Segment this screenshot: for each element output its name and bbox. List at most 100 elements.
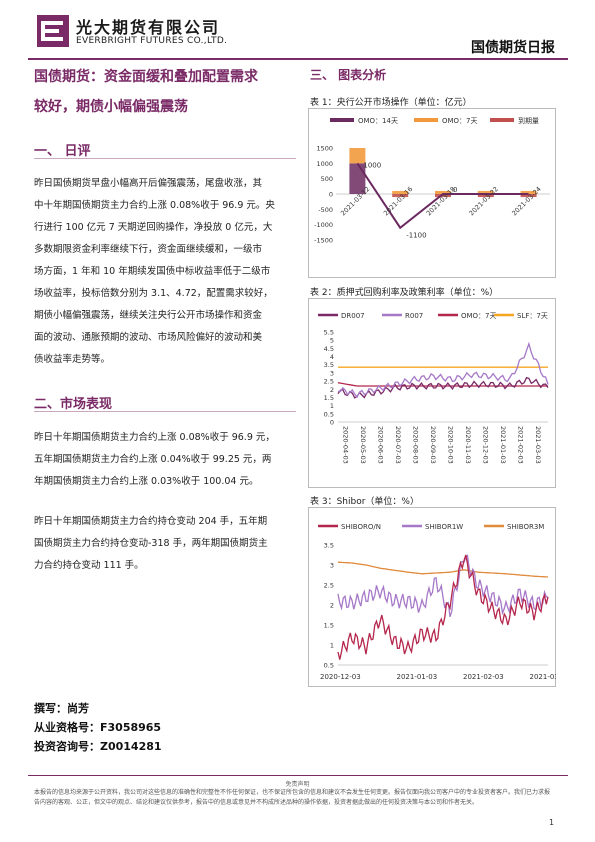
review-line: 昨日国债期货早盘小幅高开后偏强震荡，尾盘收涨，其 <box>34 178 263 189</box>
legend-swatch <box>414 118 438 122</box>
legend-label: SLF：7天 <box>517 312 548 320</box>
market-line: 昨日十年期国债期货主力合约上涨 0.08%收于 96.9 元， <box>34 432 275 443</box>
review-line: 多数期限资金利率继续下行，资金面继续缓和，一级市 <box>34 244 263 255</box>
y-tick-label: 3 <box>330 369 334 377</box>
chart-frame <box>308 108 556 278</box>
chart1-caption: 表 1：央行公开市场操作（单位：亿元） <box>310 98 472 108</box>
legend-label: SHIBOR3M <box>507 523 544 531</box>
market-paragraph-1: 昨日十年期国债期货主力合约上涨 0.08%收于 96.9 元， 五年期国债期货主… <box>34 427 296 493</box>
section-divider <box>34 158 296 159</box>
x-tick-label: 2021-03-24 <box>510 185 542 217</box>
y-tick-label: 1 <box>330 642 334 650</box>
chart-frame <box>308 507 556 687</box>
review-line: 债收益率走势等。 <box>34 354 111 365</box>
market-line: 年期国债期货主力合约上涨 0.03%收于 100.04 元。 <box>34 476 259 487</box>
chart2-caption: 表 2：质押式回购利率及政策利率（单位：%） <box>310 288 499 298</box>
author-name: 撰写：尚芳 <box>34 702 89 715</box>
series-line <box>337 554 549 618</box>
company-name-en: EVERBRIGHT FUTURES CO.,LTD. <box>76 36 228 46</box>
series-line <box>337 554 549 660</box>
x-tick-label: 2020-05-03 <box>359 426 367 464</box>
section-charts-heading: 三、 图表分析 <box>310 68 387 82</box>
y-tick-label: 3.5 <box>324 542 334 550</box>
company-logo <box>37 15 69 47</box>
market-line: 昨日十年期国债期货主力合约持仓变动 204 手，五年期 <box>34 516 268 527</box>
legend-swatch <box>330 118 354 122</box>
y-tick-label: 1 <box>330 402 334 410</box>
omo-chart: OMO：14天 OMO：7天 到期量 1500 1000 500 0 -500 -1000 -15… <box>308 108 556 278</box>
bar <box>520 194 537 198</box>
x-tick-label: 2020-10-03 <box>446 426 454 464</box>
data-label: -1100 <box>406 232 426 240</box>
legend-swatch <box>490 118 514 122</box>
review-line: 期债小幅偏强震荡，继续关注央行公开市场操作和资金 <box>34 310 263 321</box>
headline-line-2: 较好，期债小幅偏强震荡 <box>34 99 188 115</box>
page-number: 1 <box>549 818 555 827</box>
y-tick-label: 1000 <box>316 160 333 168</box>
x-tick-label: 2020-09-03 <box>429 426 437 464</box>
header-divider <box>28 58 568 60</box>
y-tick-label: 3.5 <box>324 361 334 369</box>
bar <box>520 190 537 194</box>
y-tick-label: 1.5 <box>324 394 334 402</box>
series-line <box>338 341 549 399</box>
market-line: 力合约持仓变动 111 手。 <box>34 560 144 571</box>
company-name-cn: 光大期货有限公司 <box>76 18 221 37</box>
y-tick-label: 2 <box>330 386 334 394</box>
section-market-heading: 二、市场表现 <box>34 397 113 412</box>
x-tick-label: 2021-02-03 <box>516 426 524 464</box>
review-line: 场方面，1 年和 10 年期续发国债中标收益率低于二级市 <box>34 266 271 277</box>
shibor-chart: SHIBORO/N SHIBOR1W SHIBOR3M 3.5 3 2.5 2 1.5 1 0.5… <box>308 507 556 687</box>
y-tick-label: 2.5 <box>324 582 334 590</box>
x-tick-label: 2020-08-03 <box>411 426 419 464</box>
x-tick-label: 2021-03-16 <box>382 185 414 217</box>
author-consult-number: 投资咨询号：Z0014281 <box>34 740 162 753</box>
series-line <box>337 376 549 399</box>
footer-divider <box>28 775 568 776</box>
y-tick-label: 1500 <box>316 145 333 153</box>
bar <box>349 148 366 164</box>
bar <box>477 190 494 194</box>
author-qualification: 从业资格号：F3058965 <box>34 721 162 734</box>
x-tick-label: 2020-07-03 <box>394 426 402 464</box>
market-line: 国债期货主力合约持仓变动-318 手，两年期国债期货主 <box>34 538 268 549</box>
x-tick-label: 2021-01-03 <box>397 673 438 681</box>
review-line: 中十年期国债期货主力合约上涨 0.08%收于 96.9 元。央 <box>34 200 275 211</box>
y-tick-label: 0 <box>329 191 333 199</box>
y-tick-label: 0 <box>330 419 334 427</box>
legend-label: OMO：14天 <box>358 117 398 125</box>
y-tick-label: 0.5 <box>324 662 334 670</box>
x-tick-label: 2020-12-03 <box>481 426 489 464</box>
review-line: 场收益率，投标倍数分别为 3.1、4.72，配置需求较好， <box>34 288 273 299</box>
bar <box>435 194 451 198</box>
x-tick-label: 2021-03-03 <box>530 673 557 681</box>
y-tick-label: 4 <box>330 353 334 361</box>
legend-label: OMO：7天 <box>442 117 478 125</box>
y-tick-label: 5 <box>330 337 334 345</box>
market-line: 五年期国债期货主力合约上涨 0.04%收于 99.25 元，两 <box>34 454 272 465</box>
legend-label: OMO：7天 <box>461 312 497 320</box>
legend-label: SHIBOR1W <box>425 523 463 531</box>
y-tick-label: 0.5 <box>324 410 334 418</box>
net-injection-line <box>356 162 529 230</box>
repo-rate-chart: DR007 R007 OMO：7天 SLF：7天 5.554.543.532.521.5… <box>308 298 556 488</box>
series-line <box>337 561 549 578</box>
x-tick-label: 2020-04-03 <box>341 426 349 464</box>
review-paragraph: 昨日国债期货早盘小幅高开后偏强震荡，尾盘收涨，其 中十年期国债期货主力合约上涨 … <box>34 173 296 371</box>
x-tick-label: 2021-01-03 <box>499 426 507 464</box>
disclaimer-title: 免责声明 <box>285 781 310 788</box>
y-tick-label: 2 <box>330 602 334 610</box>
x-tick-label: 2021-03-18 <box>425 185 457 217</box>
report-title: 国债期货日报 <box>471 40 555 56</box>
section-divider <box>34 411 296 412</box>
review-line: 面的波动、通胀预期的波动、市场风险偏好的波动和美 <box>34 332 263 343</box>
y-tick-label: -1500 <box>314 237 333 245</box>
disclaimer-text: 本报告的信息均来源于公开资料，我公司对这些信息的准确性和完整性不作任何保证，也不… <box>34 789 551 806</box>
y-tick-label: 2.5 <box>324 378 334 386</box>
data-label: 0 <box>453 186 457 194</box>
review-line: 行进行 100 亿元 7 天期逆回购操作，净投放 0 亿元，大 <box>34 222 273 233</box>
legend-label: 到期量 <box>518 117 539 125</box>
bar <box>477 194 494 198</box>
y-tick-label: -500 <box>318 206 333 214</box>
y-tick-label: -1000 <box>314 221 333 229</box>
